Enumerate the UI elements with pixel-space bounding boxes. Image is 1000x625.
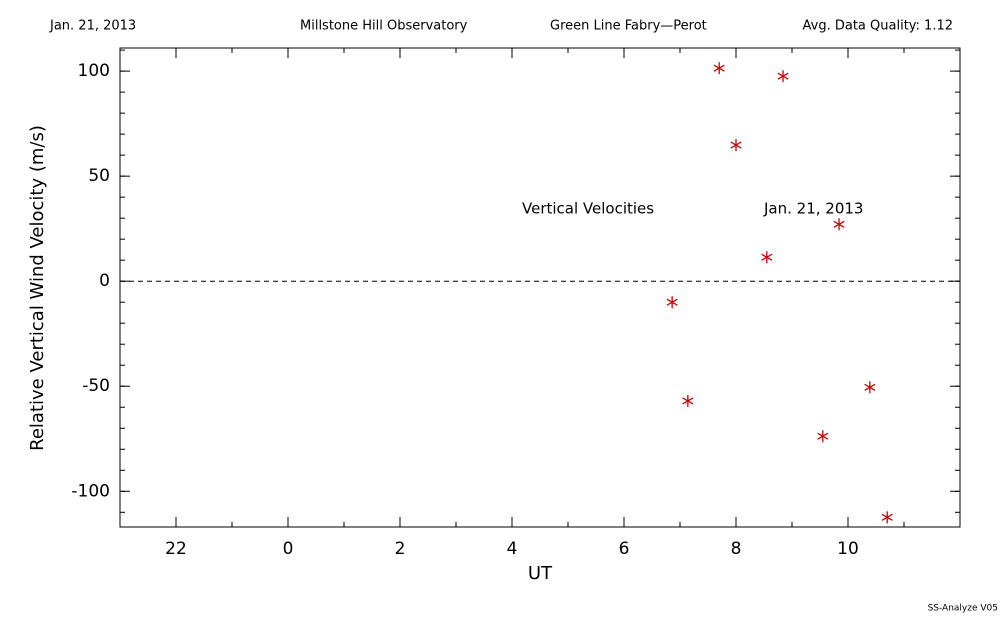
y-tick-label: 100: [78, 61, 110, 81]
header-date: Jan. 21, 2013: [49, 19, 136, 34]
point: [713, 62, 725, 75]
y-tick-label: -100: [71, 481, 110, 501]
asterisk-stroke: [682, 397, 694, 405]
x-tick-label: 0: [283, 539, 294, 559]
y-tick-label: -50: [82, 376, 110, 396]
plot-frame: [119, 47, 961, 528]
header-instrument: Green Line Fabry—Perot: [550, 19, 707, 34]
asterisk-stroke: [777, 72, 789, 80]
asterisk-stroke: [666, 298, 678, 306]
header-observatory: Millstone Hill Observatory: [300, 19, 468, 34]
y-axis-label: Relative Vertical Wind Velocity (m/s): [27, 125, 48, 451]
header-quality: Avg. Data Quality: 1.12: [803, 19, 953, 34]
x-tick-label: 4: [507, 539, 518, 559]
point: [864, 381, 876, 394]
annotation: Jan. 21, 2013: [763, 200, 863, 218]
point: [881, 511, 893, 524]
point: [761, 251, 773, 264]
asterisk-stroke: [833, 220, 845, 228]
asterisk-stroke: [761, 253, 773, 261]
x-tick-label: 2: [395, 539, 406, 559]
asterisk-stroke: [881, 513, 893, 521]
point: [777, 70, 789, 83]
asterisk-stroke: [817, 432, 829, 440]
y-tick-label: 50: [88, 166, 110, 186]
x-tick-label: 8: [731, 539, 742, 559]
y-tick-label: 0: [99, 271, 110, 291]
point: [666, 296, 678, 309]
annotation: Vertical Velocities: [522, 200, 654, 218]
asterisk-stroke: [730, 141, 742, 149]
x-tick-label: 10: [837, 539, 859, 559]
point: [833, 218, 845, 231]
point: [730, 139, 742, 152]
footer: SS-Analyze V05: [928, 604, 998, 614]
point: [817, 430, 829, 443]
x-axis-label: UT: [528, 563, 553, 584]
asterisk-stroke: [713, 64, 725, 72]
asterisk-stroke: [864, 383, 876, 391]
x-tick-label: 22: [165, 539, 187, 559]
x-tick-label: 6: [619, 539, 630, 559]
point: [682, 394, 694, 407]
